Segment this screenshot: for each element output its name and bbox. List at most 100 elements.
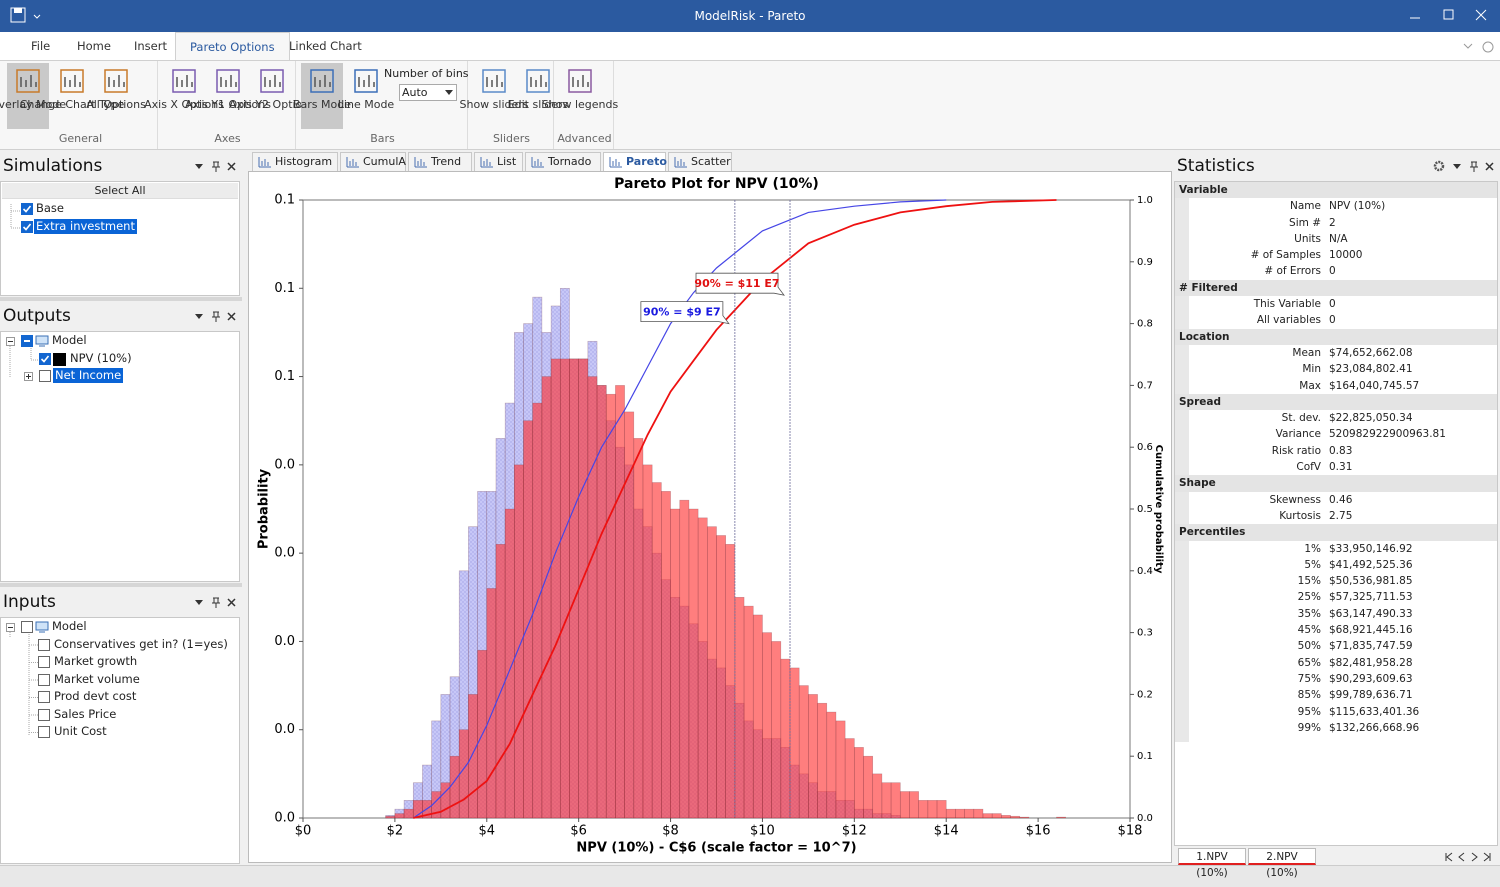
ribbon-tab[interactable]: Linked Chart [289, 39, 362, 53]
ribbon-button[interactable]: Line Mode [338, 63, 394, 129]
ribbon-button[interactable]: Change Chart Type [20, 63, 124, 129]
section-header[interactable]: Shape [1175, 475, 1497, 492]
ribbon-group: Show sliders Edit sliders Sliders [459, 61, 568, 149]
series-tab[interactable]: 1.NPV (10%) [1178, 848, 1246, 879]
ribbon-button[interactable]: Axis X Options [144, 63, 224, 129]
input-item[interactable]: Conservatives get in? (1=yes) [54, 636, 228, 651]
checkbox[interactable] [21, 203, 33, 215]
dropdown-icon[interactable] [33, 14, 41, 19]
y2-tick-label: 0.3 [1137, 628, 1153, 639]
input-item[interactable]: Prod devt cost [54, 689, 137, 703]
checkbox[interactable] [21, 335, 33, 347]
panel-close[interactable] [1485, 162, 1494, 171]
section-header[interactable]: Percentiles [1175, 524, 1497, 541]
tree-expander[interactable] [24, 372, 33, 382]
checkbox[interactable] [38, 673, 50, 686]
bins-combobox[interactable]: Auto [399, 84, 457, 101]
button-icon [216, 69, 240, 93]
input-item[interactable]: Market growth [54, 654, 138, 668]
ribbon-button[interactable]: Overlay Mode [0, 63, 66, 129]
input-item[interactable]: Market volume [54, 671, 140, 686]
ribbon-button[interactable]: Axis Y2 Options [229, 63, 315, 129]
chart-tab[interactable]: Scatter [668, 152, 732, 171]
stat-row: 25% $57,325,711.53 [1175, 589, 1497, 605]
stat-value: $74,652,662.08 [1329, 346, 1413, 359]
chart-tab[interactable]: Pareto [603, 152, 667, 171]
panel-menu[interactable] [195, 164, 203, 169]
nav-arrow[interactable] [1445, 852, 1453, 862]
panel-pin[interactable] [1470, 161, 1478, 172]
checkbox[interactable] [38, 638, 50, 651]
checkbox[interactable] [38, 726, 50, 738]
checkbox[interactable] [38, 708, 50, 721]
section-header[interactable]: Location [1175, 328, 1497, 345]
section-header[interactable]: # Filtered [1175, 279, 1497, 297]
output-item[interactable]: Net Income [53, 368, 124, 384]
tree-root[interactable]: Model [52, 619, 87, 633]
output-item[interactable]: NPV (10%) [70, 350, 132, 365]
checkbox[interactable] [38, 691, 50, 703]
section-header[interactable]: Spread [1175, 393, 1497, 411]
stat-row: 1% $33,950,146.92 [1175, 541, 1497, 557]
help-icon[interactable] [1482, 41, 1494, 53]
checkbox[interactable] [38, 656, 50, 668]
close-button[interactable] [1475, 9, 1487, 21]
nav-arrow[interactable] [1458, 852, 1465, 862]
panel-menu[interactable] [195, 600, 203, 605]
nav-arrow[interactable] [1483, 852, 1491, 862]
checkbox[interactable] [39, 370, 51, 383]
ribbon-button[interactable]: Show legends [542, 63, 618, 129]
panel-pin[interactable] [212, 311, 220, 322]
panel-pin[interactable] [212, 161, 220, 172]
ribbon-tab[interactable]: Insert [134, 39, 167, 53]
checkbox[interactable] [21, 621, 33, 633]
y-tick-label: 0.0 [274, 546, 295, 561]
panel-close[interactable] [227, 598, 236, 607]
ribbon-button[interactable]: Axis Y1 Options [185, 63, 271, 129]
panel-title: Outputs [3, 306, 71, 326]
ribbon-tab[interactable]: File [31, 39, 51, 53]
tree-root[interactable]: Model [52, 333, 87, 347]
nav-arrow[interactable] [1471, 852, 1478, 862]
input-item[interactable]: Unit Cost [54, 724, 107, 738]
settings-icon[interactable] [1433, 160, 1445, 172]
tree-expander[interactable] [6, 337, 15, 346]
checkbox[interactable] [39, 352, 51, 365]
stat-value: NPV (10%) [1329, 200, 1386, 213]
maximize-button[interactable] [1443, 9, 1454, 20]
stat-row: # of Errors 0 [1175, 263, 1497, 279]
simulation-item[interactable]: Extra investment [34, 218, 137, 234]
ribbon-tab[interactable]: Home [77, 39, 111, 53]
section-header[interactable]: Variable [1175, 182, 1497, 199]
ribbon-tab[interactable]: Pareto Options [175, 32, 290, 61]
stat-label: Min [1302, 363, 1321, 376]
stat-row: 15% $50,536,981.85 [1175, 573, 1497, 589]
stat-label: All variables [1256, 314, 1321, 327]
chart-tab[interactable]: List [474, 152, 523, 171]
histogram-bar [725, 544, 736, 819]
quick-access[interactable] [8, 7, 42, 25]
chart-tab[interactable]: Trend [408, 152, 472, 171]
chart-tab[interactable]: Histogram [252, 152, 338, 171]
ribbon-button[interactable]: Edit sliders [508, 63, 568, 129]
callout [695, 272, 785, 296]
ribbon-button[interactable]: Show sliders [459, 63, 529, 129]
panel-menu[interactable] [195, 314, 203, 319]
check-mark [24, 340, 30, 342]
chart-tab[interactable]: Tornado [525, 152, 601, 171]
chart-tab[interactable]: CumulA [340, 152, 406, 171]
panel-close[interactable] [227, 312, 236, 321]
checkbox[interactable] [21, 220, 33, 233]
simulation-item[interactable]: Base [36, 201, 65, 215]
select-all-button[interactable]: Select All [2, 183, 238, 199]
tree-expander[interactable] [6, 623, 15, 632]
ribbon-button[interactable]: Bars Mode [293, 63, 351, 129]
collapse-icon[interactable] [1463, 43, 1473, 49]
input-item[interactable]: Sales Price [54, 706, 117, 721]
ribbon-button[interactable]: All Options [86, 63, 146, 129]
series-tab[interactable]: 2.NPV (10%) [1248, 848, 1316, 879]
panel-pin[interactable] [212, 597, 220, 608]
panel-menu[interactable] [1453, 164, 1461, 169]
panel-close[interactable] [227, 162, 236, 171]
